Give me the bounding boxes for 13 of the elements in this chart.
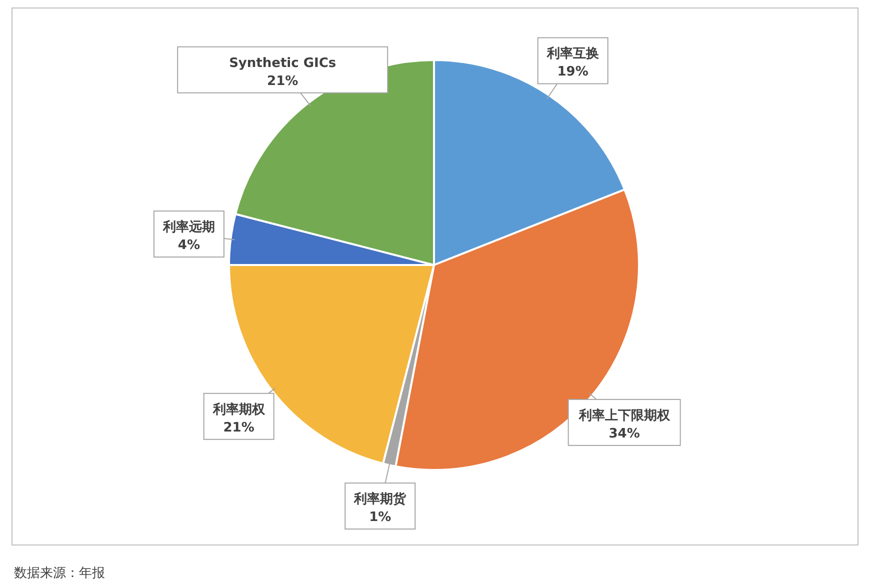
data-label: 1% — [369, 510, 392, 526]
slice-label: 利率期货 — [353, 491, 408, 508]
slice-label: 利率远期 — [162, 219, 215, 236]
source-note: 数据来源：年报 — [14, 566, 105, 581]
data-label: 19% — [557, 64, 588, 80]
slice-label: Synthetic GICs — [229, 56, 336, 71]
data-label: 34% — [608, 426, 640, 442]
slice-label: 利率上下限期权 — [578, 407, 671, 424]
data-label: 21% — [223, 420, 254, 436]
slice-label: 利率互换 — [546, 46, 599, 62]
data-label: 4% — [178, 238, 200, 254]
data-label: 21% — [267, 74, 298, 89]
slice-label: 利率期权 — [212, 401, 266, 418]
